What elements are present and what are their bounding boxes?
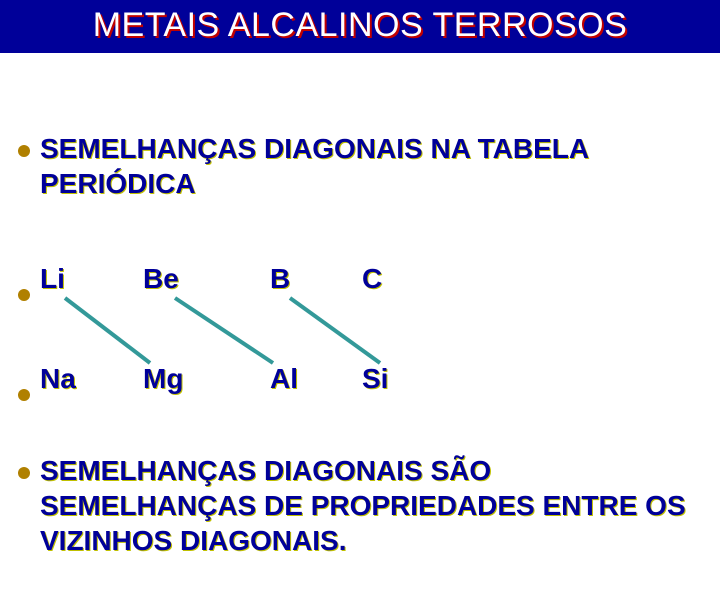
diagonal-line (175, 298, 273, 363)
bullet-text-1: SEMELHANÇAS DIAGONAIS NA TABELA PERIÓDIC… (40, 131, 589, 201)
title-bar: METAIS ALCALINOS TERROSOS (0, 0, 720, 53)
bullet-dot-icon (18, 389, 30, 401)
bullet2-line1: SEMELHANÇAS DIAGONAIS SÃO (40, 455, 491, 486)
bullet2-line3: VIZINHOS DIAGONAIS. (40, 525, 346, 556)
bullet1-line1: SEMELHANÇAS DIAGONAIS NA TABELA (40, 133, 589, 164)
element-mg: Mg (143, 363, 183, 395)
element-li: Li (40, 263, 65, 295)
element-be: Be (143, 263, 179, 295)
element-b: B (270, 263, 290, 295)
element-na: Na (40, 363, 76, 395)
page-title: METAIS ALCALINOS TERROSOS (0, 6, 720, 45)
bullet1-line2: PERIÓDICA (40, 168, 196, 199)
bullet-dot-icon (18, 289, 30, 301)
bullet-item-1: SEMELHANÇAS DIAGONAIS NA TABELA PERIÓDIC… (18, 131, 589, 201)
diagonal-line (290, 298, 380, 363)
bullet-dot-icon (18, 467, 30, 479)
bullet-text-2: SEMELHANÇAS DIAGONAIS SÃO SEMELHANÇAS DE… (40, 453, 686, 558)
element-si: Si (362, 363, 388, 395)
element-c: C (362, 263, 382, 295)
diagonal-line (65, 298, 150, 363)
bullet-item-2: SEMELHANÇAS DIAGONAIS SÃO SEMELHANÇAS DE… (18, 453, 686, 558)
element-al: Al (270, 363, 298, 395)
bullet2-line2: SEMELHANÇAS DE PROPRIEDADES ENTRE OS (40, 490, 686, 521)
bullet-dot-icon (18, 145, 30, 157)
